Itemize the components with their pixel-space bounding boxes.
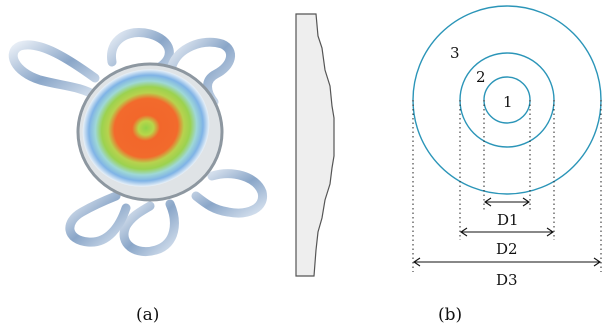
lens-illustration bbox=[8, 28, 267, 256]
haptic-bottom-left bbox=[65, 191, 131, 247]
d2-arrow bbox=[460, 227, 554, 237]
haptic-top-left bbox=[8, 40, 101, 101]
caption-a: (a) bbox=[136, 305, 159, 325]
d3-arrow bbox=[413, 257, 601, 267]
lens-cross-section bbox=[295, 13, 335, 277]
zone-3-label: 3 bbox=[450, 44, 460, 62]
haptic-bottom-center bbox=[119, 199, 179, 256]
d2-label: D2 bbox=[496, 240, 518, 258]
zone-diagram: 1 2 3 bbox=[412, 5, 602, 289]
extension-lines bbox=[412, 100, 602, 272]
d1-label: D1 bbox=[497, 211, 519, 229]
caption-b: (b) bbox=[438, 305, 462, 325]
dimension-arrows bbox=[413, 197, 601, 267]
d3-label: D3 bbox=[496, 271, 518, 289]
haptic-top-right bbox=[167, 37, 235, 107]
zone-2-label: 2 bbox=[476, 68, 486, 86]
haptic-loops bbox=[8, 28, 267, 256]
lens-optic bbox=[82, 69, 210, 187]
haptic-bottom-right bbox=[191, 169, 267, 218]
d1-arrow bbox=[484, 197, 530, 207]
zone-1-label: 1 bbox=[503, 93, 513, 111]
